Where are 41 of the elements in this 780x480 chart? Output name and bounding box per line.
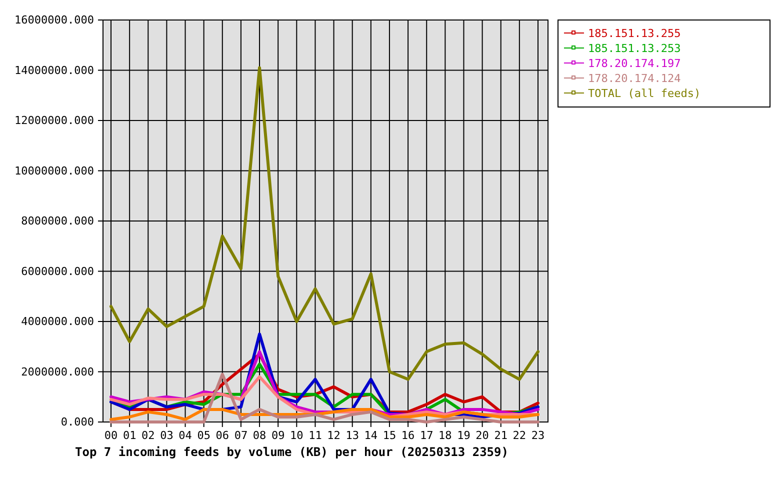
line-series [110,66,540,381]
y-tick-label: 2000000.000 [21,365,94,378]
x-tick-label: 11 [308,428,322,442]
line-series [110,408,540,421]
x-tick-label: 01 [122,428,136,442]
x-tick-label: 00 [104,428,118,442]
x-tick-label: 02 [142,428,155,442]
y-tick-label: 10000000.000 [14,164,94,178]
x-tick-label: 18 [438,428,452,442]
x-tick-label: 19 [457,428,470,442]
y-tick-label: 14000000.000 [14,64,94,77]
text: Top 7 incoming feeds by volume (KB) per hour (20250313 2359) [75,445,508,459]
y-tick-label: 6000000.000 [21,264,94,278]
y-tick-label: 0.000 [60,416,94,429]
x-tick-label: 06 [216,428,230,442]
x-tick-label: 22 [512,428,526,442]
x-tick-label: 23 [531,428,545,442]
legend-label: 185.151.13.255 [588,27,681,40]
x-tick-label: 09 [271,428,285,442]
legend-label: TOTAL (all feeds) [588,87,701,100]
legend-label: 178.20.174.197 [588,57,681,70]
x-tick-label: 03 [160,428,174,442]
x-tick-label: 15 [382,428,396,442]
y-tick-label: 4000000.000 [21,315,94,328]
x-tick-label: 07 [234,428,248,442]
legend-label: 185.151.13.253 [588,42,681,55]
y-tick-label: 8000000.000 [21,214,94,228]
legend-label: 178.20.174.124 [588,72,682,85]
y-tick-label: 12000000.000 [14,114,94,128]
x-tick-label: 08 [252,428,266,442]
x-tick-label: 05 [197,428,210,442]
x-tick-label: 13 [346,428,359,442]
x-tick-label: 17 [420,428,434,442]
x-tick-label: 12 [327,428,340,442]
x-tick-label: 14 [364,428,378,442]
x-tick-label: 20 [476,428,489,442]
x-tick-label: 16 [401,428,415,442]
x-tick-label: 10 [290,428,304,442]
x-tick-label: 21 [494,428,508,442]
x-tick-label: 04 [178,428,192,442]
y-tick-label: 16000000.000 [14,14,94,27]
